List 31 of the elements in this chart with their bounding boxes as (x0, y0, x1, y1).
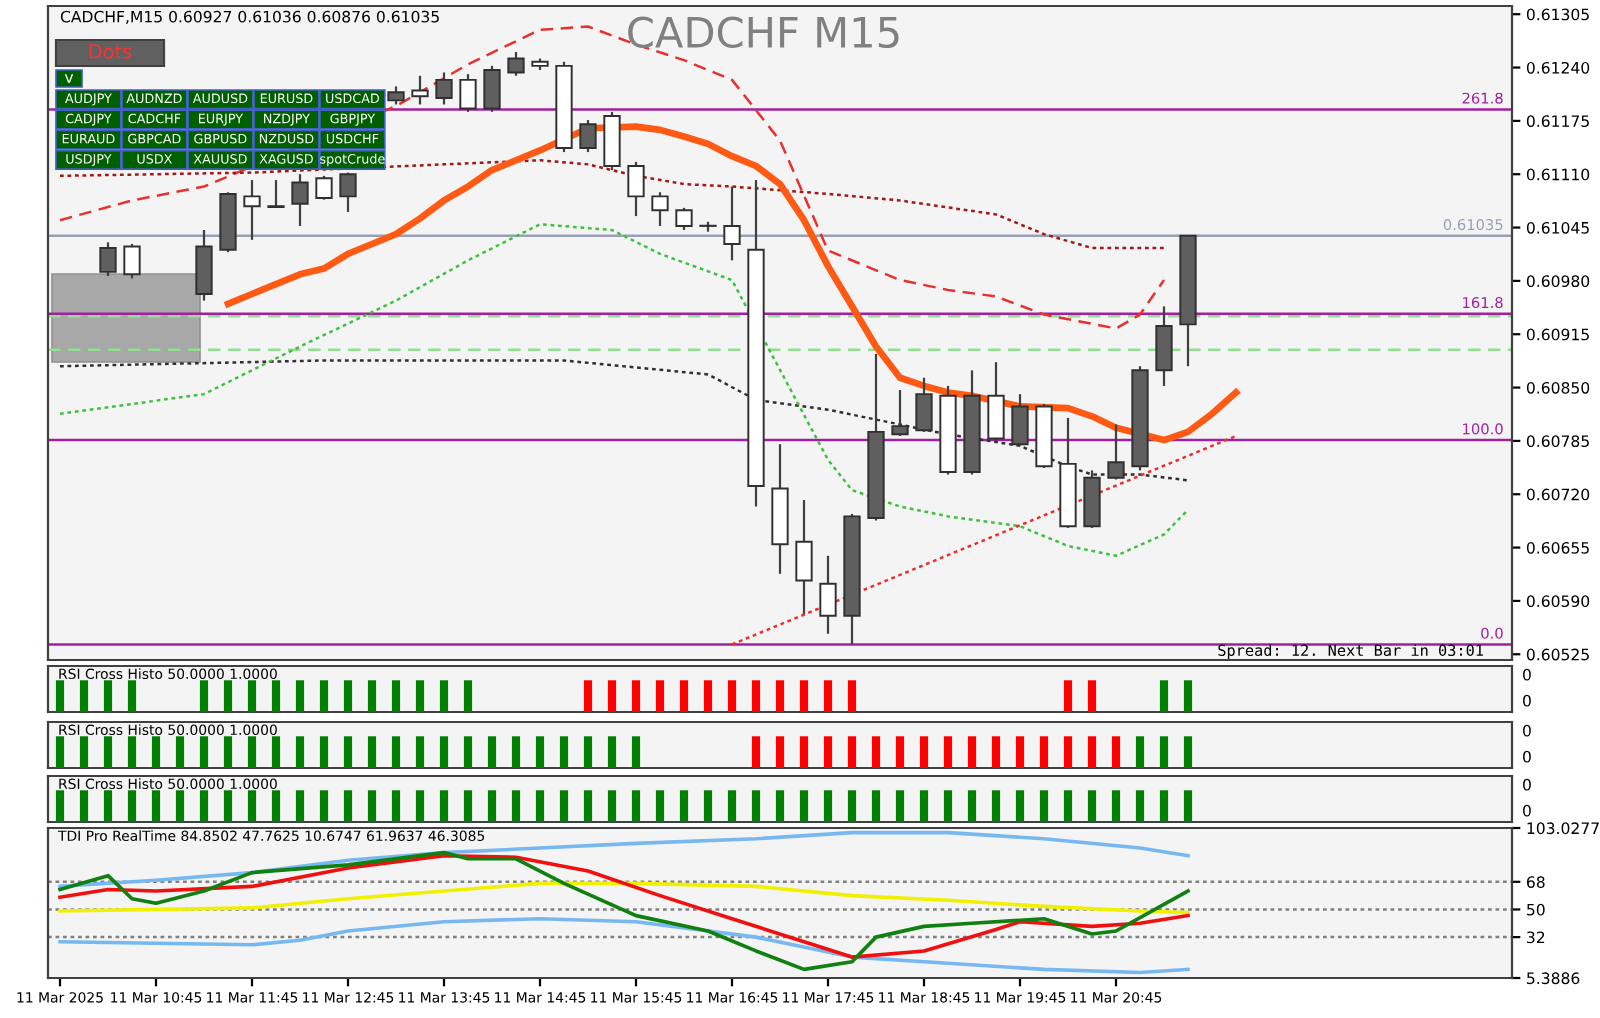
candlestick (651, 191, 669, 228)
candlestick (891, 388, 909, 438)
candlestick (387, 85, 405, 106)
candlestick (123, 242, 141, 280)
candlestick (411, 74, 429, 106)
candlestick (99, 241, 117, 278)
candlestick (1011, 393, 1029, 447)
candlestick (507, 50, 525, 77)
candlestick (459, 73, 477, 113)
line-series (58, 830, 1190, 889)
candlestick (579, 118, 597, 154)
candlestick (675, 206, 693, 232)
candlestick (1155, 305, 1173, 388)
line-series (58, 916, 1190, 975)
candlestick (267, 178, 285, 209)
candlestick (339, 171, 357, 214)
candlestick (483, 64, 501, 113)
candlestick (795, 498, 813, 616)
candlestick (723, 185, 741, 262)
candlestick (627, 160, 645, 218)
candlestick (243, 178, 261, 241)
candlestick (435, 71, 453, 106)
chart-title: CADCHF M15 (628, 16, 899, 49)
candlestick (291, 173, 309, 228)
line-series (58, 881, 1190, 915)
candlestick (315, 174, 333, 201)
candlestick (195, 228, 213, 302)
annotation: Dots (89, 44, 132, 59)
line-series (58, 223, 1190, 558)
candlestick (819, 554, 837, 635)
candlestick (915, 376, 933, 433)
